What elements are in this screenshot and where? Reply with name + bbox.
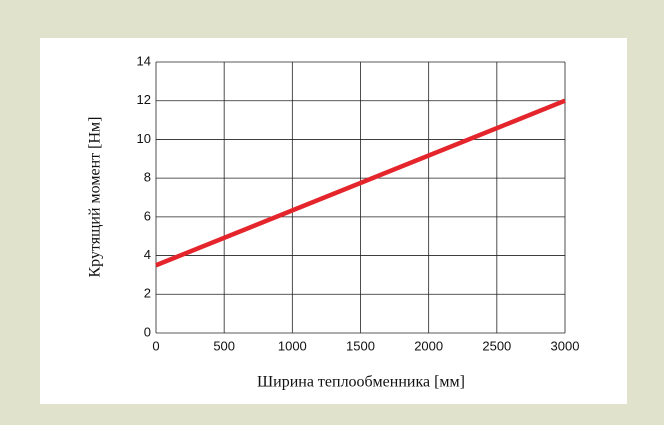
- y-tick-label: 14: [137, 53, 151, 68]
- y-tick-label: 4: [144, 247, 151, 262]
- x-tick-label: 500: [213, 338, 235, 353]
- x-tick-label: 1500: [346, 338, 375, 353]
- y-tick-label: 6: [144, 208, 151, 223]
- y-tick-label: 10: [137, 131, 151, 146]
- x-tick-label: 3000: [551, 338, 580, 353]
- x-tick-label: 0: [152, 338, 159, 353]
- y-tick-label: 2: [144, 286, 151, 301]
- chart-panel: [40, 38, 627, 404]
- data-line: [155, 98, 566, 268]
- y-axis-label: Крутящий момент [Нм]: [87, 117, 104, 278]
- y-tick-label: 12: [137, 92, 151, 107]
- y-tick-label: 8: [144, 170, 151, 185]
- x-tick-label: 2500: [482, 338, 511, 353]
- y-tick-label: 0: [144, 324, 151, 339]
- x-axis-label: Ширина теплообменника [мм]: [257, 374, 465, 391]
- x-tick-label: 1000: [278, 338, 307, 353]
- x-tick-label: 2000: [414, 338, 443, 353]
